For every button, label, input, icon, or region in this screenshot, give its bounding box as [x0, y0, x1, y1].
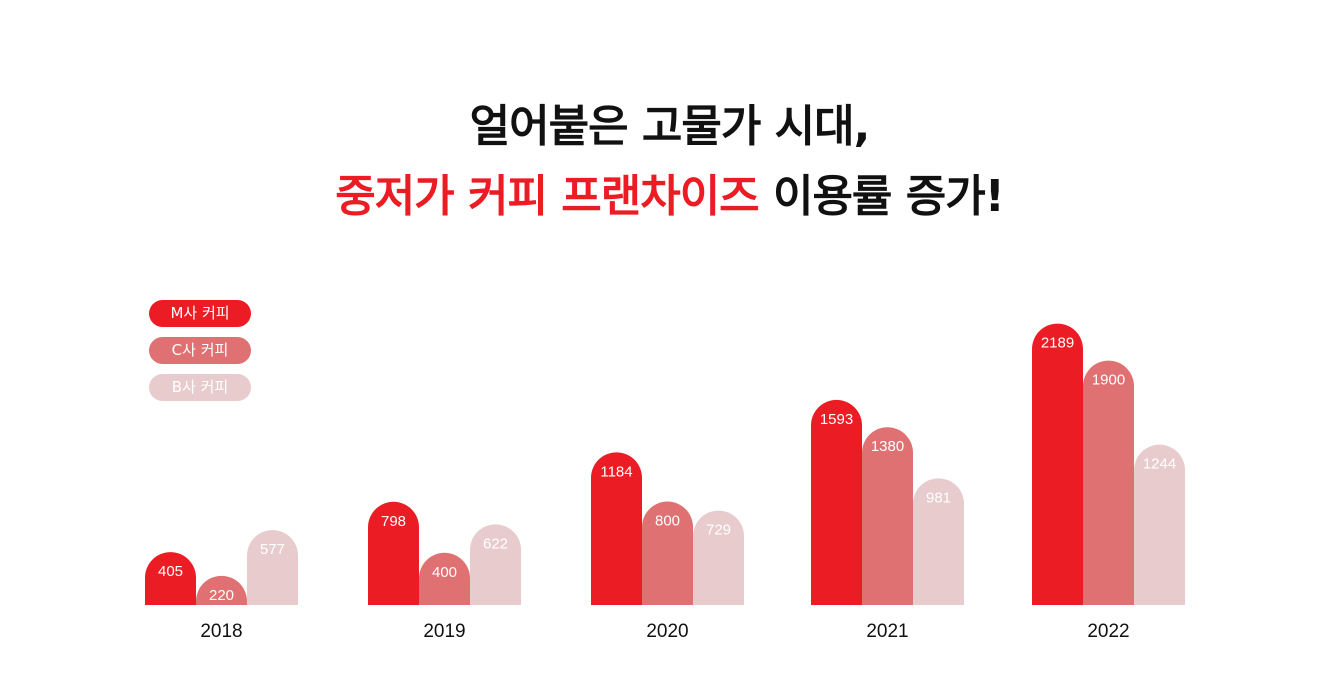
bar-value-label: 798	[381, 513, 406, 530]
bar-value-label: 1900	[1092, 372, 1125, 389]
bar-2022-s0	[1032, 323, 1083, 605]
x-tick-label-2020: 2020	[646, 621, 688, 642]
bar-2019-s2	[470, 524, 521, 605]
chart-legend: M사 커피 C사 커피 B사 커피	[149, 300, 251, 411]
title-line-2: 중저가 커피 프랜차이즈 이용률 증가!	[0, 162, 1339, 232]
x-tick-label-2021: 2021	[866, 621, 908, 642]
legend-item-2: B사 커피	[149, 374, 251, 401]
page-title: 얼어붙은 고물가 시대, 중저가 커피 프랜차이즈 이용률 증가!	[0, 92, 1339, 232]
bar-2020-s1	[642, 501, 693, 605]
bar-2020-s2	[693, 510, 744, 605]
bar-2018-s2	[247, 530, 298, 605]
title-accent-text: 중저가 커피 프랜차이즈	[335, 171, 759, 222]
bar-value-label: 981	[926, 489, 951, 506]
bar-2018-s1	[196, 575, 247, 605]
title-line-1: 얼어붙은 고물가 시대,	[469, 101, 871, 152]
bar-value-label: 800	[655, 513, 680, 530]
bar-value-label: 1593	[820, 411, 853, 428]
legend-item-1: C사 커피	[149, 337, 251, 364]
bar-value-label: 1184	[600, 463, 632, 480]
bar-value-label: 2189	[1041, 335, 1074, 352]
x-tick-label-2019: 2019	[423, 621, 465, 642]
bar-2018-s0	[145, 552, 196, 605]
x-tick-label-2018: 2018	[200, 621, 242, 642]
bar-2022-s1	[1083, 360, 1134, 605]
bar-value-label: 400	[432, 564, 457, 581]
bar-value-label: 577	[260, 541, 285, 558]
title-rest-text: 이용률 증가!	[758, 171, 1005, 222]
bar-value-label: 1380	[871, 438, 904, 455]
bar-value-label: 1244	[1143, 456, 1176, 473]
bar-value-label: 220	[209, 587, 234, 604]
bar-value-label: 405	[158, 563, 183, 580]
bar-2019-s0	[368, 501, 419, 605]
bar-2020-s0	[591, 452, 642, 605]
bar-value-label: 622	[483, 535, 508, 552]
bar-2021-s2	[913, 478, 964, 605]
bar-2021-s0	[811, 399, 862, 605]
bar-2019-s1	[419, 552, 470, 605]
bar-2022-s2	[1134, 444, 1185, 605]
bar-2021-s1	[862, 427, 913, 605]
bar-value-label: 729	[706, 522, 731, 539]
legend-item-0: M사 커피	[149, 300, 251, 327]
x-tick-label-2022: 2022	[1087, 621, 1129, 642]
